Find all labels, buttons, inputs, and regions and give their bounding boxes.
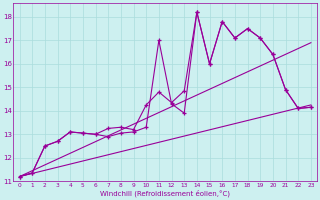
X-axis label: Windchill (Refroidissement éolien,°C): Windchill (Refroidissement éolien,°C) <box>100 190 230 197</box>
